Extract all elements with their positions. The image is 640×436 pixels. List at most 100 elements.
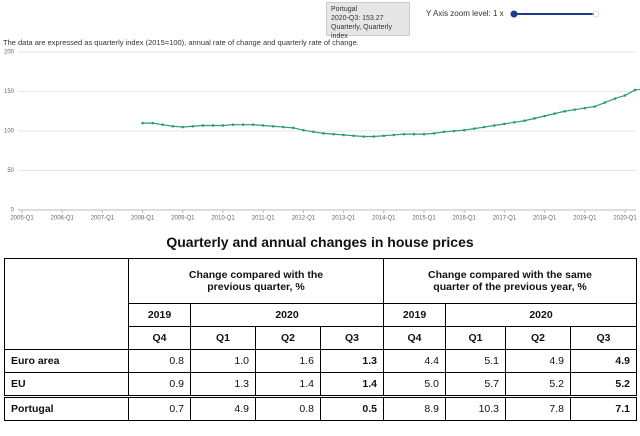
point <box>623 94 627 97</box>
point <box>462 128 466 132</box>
x-tick-label: 2014-Q1 <box>372 216 396 222</box>
cell: 2019 <box>383 303 446 327</box>
cell: 0.8 <box>255 395 321 421</box>
cell: 7.8 <box>505 395 571 421</box>
x-tick-label: 2008-Q1 <box>131 216 155 222</box>
point <box>332 132 335 136</box>
cell: Q4 <box>128 326 191 350</box>
point <box>151 121 154 125</box>
cell: 2020 <box>444 303 638 327</box>
x-tick-label: 2010-Q1 <box>211 216 235 222</box>
x-tick-label: 2006-Q1 <box>51 216 75 222</box>
y-tick-label: 100 <box>4 129 15 135</box>
point <box>171 124 175 128</box>
cell: 5.1 <box>445 349 506 373</box>
point <box>513 121 516 124</box>
y-tick-label: 0 <box>11 208 15 214</box>
cell <box>4 258 129 350</box>
x-tick-label: 2011-Q1 <box>252 216 276 222</box>
point <box>201 124 205 127</box>
cell: Change compared with the previous quarte… <box>128 258 384 304</box>
cell: 10.3 <box>445 395 506 421</box>
point <box>593 105 597 108</box>
point <box>302 128 305 132</box>
cell: 1.0 <box>190 349 256 373</box>
x-tick-label: 2015-Q1 <box>412 216 436 222</box>
cell: 4.9 <box>569 349 638 373</box>
cell: 5.2 <box>505 372 571 397</box>
point <box>472 127 476 130</box>
y-tick-label: 150 <box>4 89 15 95</box>
point <box>503 122 506 126</box>
point <box>141 121 144 125</box>
cell: Q3 <box>569 326 638 350</box>
point <box>523 119 526 123</box>
point <box>402 132 406 136</box>
cell: Change compared with the same quarter of… <box>382 258 638 304</box>
point <box>251 123 255 126</box>
tooltip: Portugal 2020-Q3: 153.27 Quarterly, Quar… <box>326 2 410 40</box>
zoom-label: Y Axis zoom level: 1 x <box>426 9 504 18</box>
cell: Q2 <box>505 326 571 350</box>
row: 2019 2020 2019 2020 <box>5 303 638 327</box>
x-tick-label: 2017-Q1 <box>493 216 517 222</box>
cell: 1.6 <box>255 349 321 373</box>
point <box>422 132 426 136</box>
point <box>161 123 164 126</box>
cell: 5.0 <box>383 372 446 397</box>
table: Change compared with the previous quarte… <box>4 258 638 421</box>
y-tick-label: 200 <box>4 50 15 56</box>
cell: Q2 <box>255 326 321 350</box>
row: Euro area 0.8 1.0 1.6 1.3 4.4 5.1 4.9 4.9 <box>4 349 638 373</box>
table-title: Quarterly and annual changes in house pr… <box>166 234 474 250</box>
point <box>271 124 275 128</box>
point <box>493 124 496 127</box>
cell: 1.3 <box>320 349 384 373</box>
cell: 2019 <box>128 303 191 327</box>
point <box>573 108 577 111</box>
slider-handle[interactable] <box>510 10 518 18</box>
point <box>633 88 637 92</box>
cell: 8.9 <box>383 395 446 421</box>
point <box>603 101 607 104</box>
cell: 0.5 <box>320 395 384 421</box>
point <box>583 106 587 110</box>
point <box>382 134 386 138</box>
point <box>352 134 355 138</box>
point <box>312 130 315 134</box>
cell: 4.9 <box>190 395 256 421</box>
cell: Portugal <box>4 395 129 421</box>
x-tick-label: 2020-Q1 <box>613 216 637 222</box>
x-tick-label: 2018-Q1 <box>533 216 557 222</box>
point <box>231 123 235 126</box>
cell: 4.4 <box>383 349 446 373</box>
cell: 2020 <box>190 303 384 327</box>
cell: 1.4 <box>320 372 384 397</box>
row: Portugal 0.7 4.9 0.8 0.5 8.9 10.3 7.8 7.1 <box>4 395 638 421</box>
point <box>483 125 486 129</box>
point <box>342 133 345 137</box>
point <box>292 126 295 130</box>
x-tick-label: 2019-Q1 <box>573 216 597 222</box>
cell: 0.7 <box>128 395 191 421</box>
row: Change compared with the previous quarte… <box>4 258 638 350</box>
cell: 5.7 <box>445 372 506 397</box>
cell: Q1 <box>445 326 506 350</box>
point <box>432 132 436 135</box>
tooltip-detail: Quarterly, Quarterly index <box>331 24 392 40</box>
tooltip-name: Portugal <box>331 6 358 13</box>
point <box>452 129 456 133</box>
x-tick-label: 2007-Q1 <box>91 216 115 222</box>
slider-end <box>592 10 600 18</box>
y-tick-label: 50 <box>7 168 14 174</box>
point <box>221 124 225 127</box>
point <box>553 112 556 115</box>
cell: Q1 <box>190 326 256 350</box>
row: Q4 Q1 Q2 Q3 Q4 Q1 Q2 Q3 <box>5 326 638 350</box>
row: EU 0.9 1.3 1.4 1.4 5.0 5.7 5.2 5.2 <box>4 372 638 397</box>
zoom-slider[interactable] <box>510 9 600 19</box>
x-tick-label: 2013-Q1 <box>332 216 356 222</box>
cell: EU <box>4 372 129 397</box>
point <box>372 135 376 138</box>
point <box>563 109 566 113</box>
